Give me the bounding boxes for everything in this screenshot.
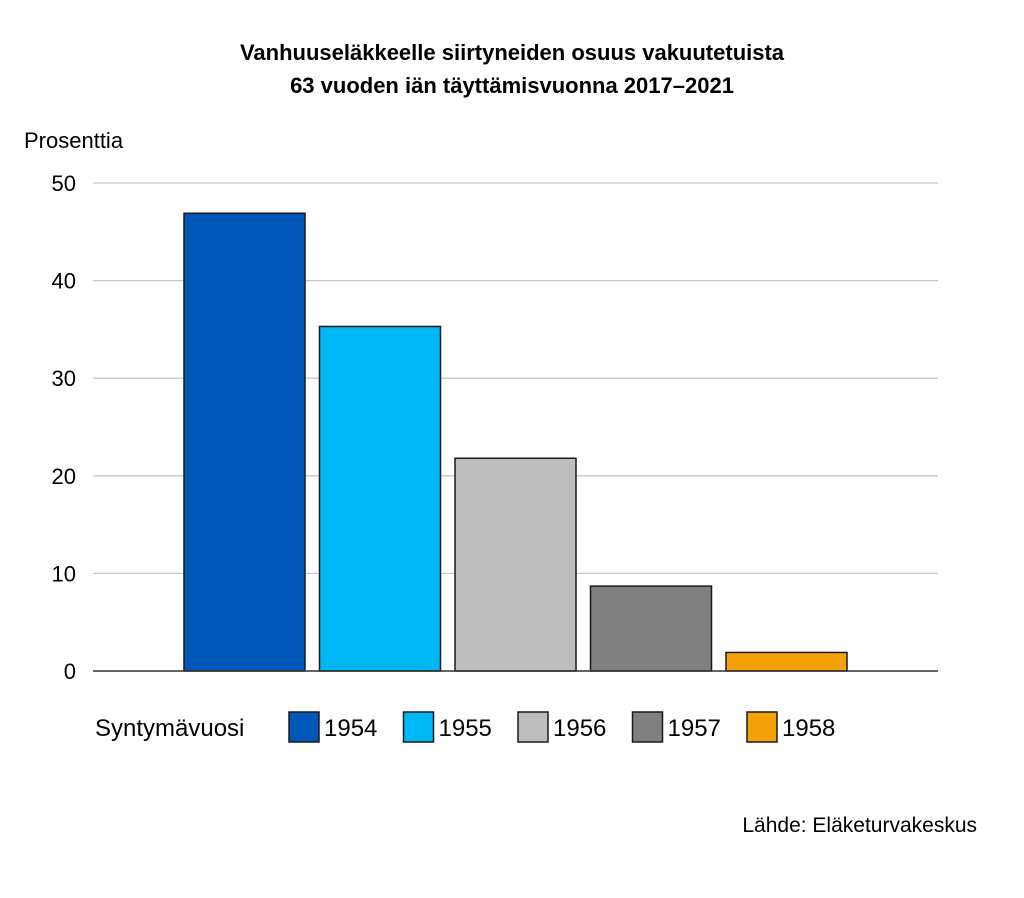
legend-swatch-1958 — [746, 711, 778, 743]
chart-title-line-1: Vanhuuseläkkeelle siirtyneiden osuus vak… — [239, 40, 785, 65]
y-tick-label: 30 — [52, 366, 76, 391]
y-tick-label: 40 — [52, 269, 76, 294]
y-tick-label: 0 — [64, 659, 76, 684]
y-axis-label: Prosenttia — [24, 128, 124, 153]
bar-1956 — [454, 457, 577, 672]
legend-swatch-1956 — [517, 711, 549, 743]
legend-swatch-1955 — [402, 711, 435, 743]
legend-swatch-1954 — [288, 711, 320, 743]
y-axis-ticks: 0 10 20 30 40 50 — [52, 171, 76, 684]
legend: Syntymävuosi 1954 1955 1956 1957 1958 — [95, 711, 835, 743]
chart-subtitle: 63 vuoden iän täyttämisvuonna 2017–2021 — [290, 73, 734, 98]
y-tick-label: 20 — [52, 464, 76, 489]
y-tick-label: 50 — [52, 171, 76, 196]
bar-1955 — [318, 325, 442, 672]
bar-1957 — [589, 585, 713, 672]
legend-label-1958: 1958 — [782, 715, 835, 742]
bar-1958 — [725, 651, 848, 672]
bar-1954 — [183, 212, 306, 672]
y-tick-label: 10 — [52, 561, 76, 586]
chart-title: Vanhuuseläkkeelle siirtyneiden osuus vak… — [0, 36, 1024, 102]
legend-title: Syntymävuosi — [95, 715, 244, 742]
bars — [183, 212, 848, 672]
legend-label-1957: 1957 — [668, 715, 721, 742]
source-note: Lähde: Eläketurvakeskus — [742, 814, 977, 837]
legend-label-1956: 1956 — [553, 715, 606, 742]
legend-label-1955: 1955 — [439, 715, 492, 742]
legend-label-1954: 1954 — [324, 715, 377, 742]
legend-swatch-1957 — [631, 711, 664, 743]
